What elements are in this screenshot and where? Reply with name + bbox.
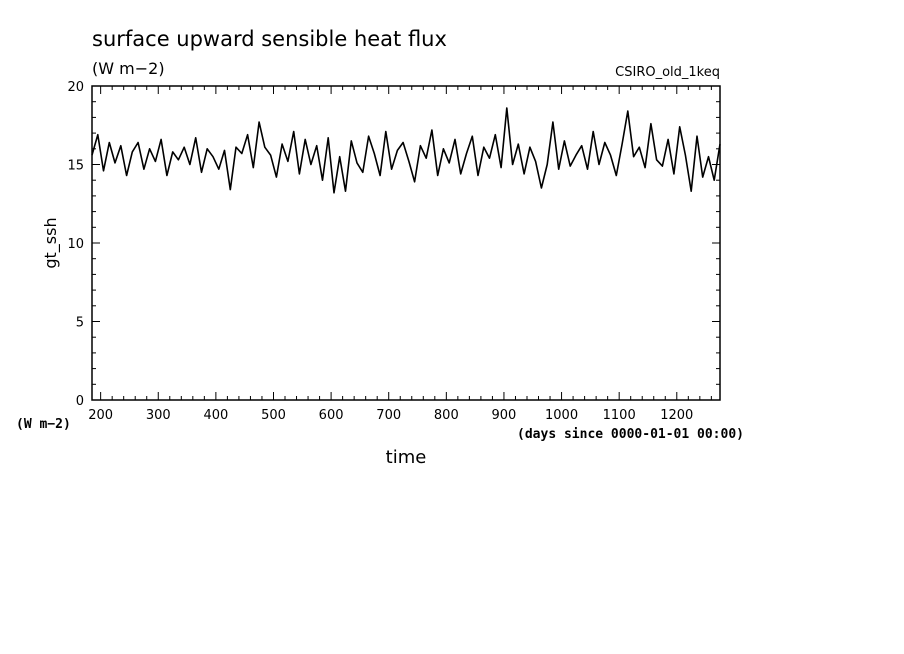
y-tick-label: 0: [76, 394, 84, 409]
units-label: (W m−2): [92, 59, 165, 78]
x-tick-label: 800: [434, 408, 459, 423]
axis-ticks: [92, 85, 720, 401]
y-tick-label: 20: [67, 80, 84, 95]
x-tick-label: 1100: [603, 408, 636, 423]
plot-area: 200 300 400 500 600 700 800 900 1000 1100 1200 0 5 10…: [67, 80, 721, 423]
y-axis-label: gt_ssh: [41, 217, 61, 268]
y-tick-label: 15: [67, 159, 84, 174]
tick-labels: 200 300 400 500 600 700 800 900 1000 1100 1200 0 5 10…: [67, 80, 693, 423]
x-tick-label: 500: [261, 408, 286, 423]
x-tick-label: 1200: [660, 408, 693, 423]
x-axis-label: time: [386, 447, 427, 468]
x-tick-label: 400: [203, 408, 228, 423]
dataset-label: CSIRO_old_1keq: [615, 65, 720, 80]
y-units-label: (W m−2): [16, 417, 71, 432]
x-tick-label: 700: [376, 408, 401, 423]
y-tick-label: 10: [67, 237, 84, 252]
x-tick-label: 300: [146, 408, 171, 423]
plot-frame: [91, 85, 721, 401]
series-line: [91, 107, 721, 194]
x-tick-label: 1000: [545, 408, 578, 423]
y-tick-label: 5: [76, 316, 84, 331]
x-tick-label: 200: [88, 408, 113, 423]
x-tick-label: 600: [319, 408, 344, 423]
x-units-label: (days since 0000-01-01 00:00): [517, 427, 744, 442]
chart-title: surface upward sensible heat flux: [92, 27, 447, 51]
x-tick-label: 900: [492, 408, 517, 423]
